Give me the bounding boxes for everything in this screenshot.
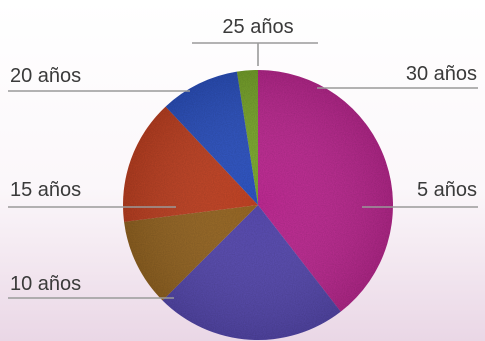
slice-label-0: 30 años [406, 63, 477, 85]
slice-label-3: 15 años [10, 179, 81, 201]
pie-labels: 30 años 5 años 10 años 15 años 20 años 25 año… [8, 16, 478, 299]
slice-label-5: 25 años [222, 16, 293, 38]
slice-label-1: 5 años [417, 179, 477, 201]
slice-label-2: 10 años [10, 273, 81, 295]
slice-label-4: 20 años [10, 65, 81, 87]
